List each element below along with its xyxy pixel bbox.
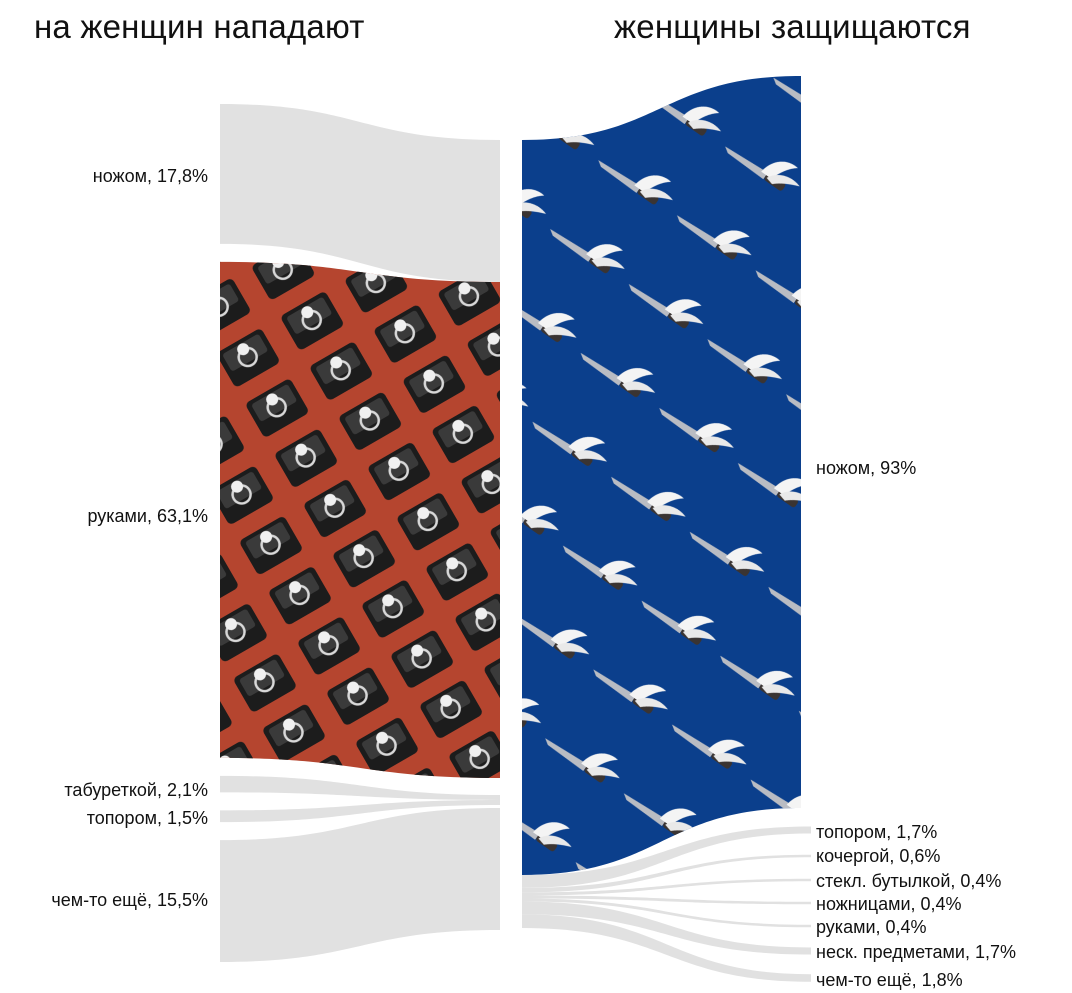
flow-left-other <box>220 808 500 962</box>
flow-right-3 <box>522 878 811 896</box>
right-label-poker: кочергой, 0,6% <box>816 846 941 866</box>
left-label-knife: ножом, 17,8% <box>92 166 208 186</box>
flow-right-1 <box>522 826 811 888</box>
right-label-axe: топором, 1,7% <box>816 822 938 842</box>
right-label-several: неск. предметами, 1,7% <box>816 942 1017 962</box>
right-label-other: чем-то ещё, 1,8% <box>816 970 963 990</box>
right-label-knife: ножом, 93% <box>816 458 917 478</box>
flow-right-5 <box>522 898 811 928</box>
right-label-scissors: ножницами, 0,4% <box>816 894 962 914</box>
left-label-axe: топором, 1,5% <box>86 808 208 828</box>
flow-right-2 <box>522 854 811 893</box>
flow-left-knife <box>220 104 500 282</box>
left-column-title: на женщин нападают <box>34 8 365 45</box>
left-label-stool: табуреткой, 2,1% <box>64 780 208 800</box>
flow-right-6 <box>522 901 811 955</box>
flow-right-7 <box>522 914 811 982</box>
flow-right-4 <box>522 895 811 905</box>
flow-right-knife <box>522 76 801 875</box>
left-label-hands: руками, 63,1% <box>87 506 208 526</box>
flow-left-axe <box>220 800 500 823</box>
right-label-hands: руками, 0,4% <box>816 917 927 937</box>
flow-left-stool <box>220 775 500 800</box>
flow-left-hands <box>220 261 500 779</box>
right-column-title: женщины защищаются <box>614 8 971 45</box>
right-label-bottle: стекл. бутылкой, 0,4% <box>816 871 1002 891</box>
left-label-other: чем-то ещё, 15,5% <box>51 890 208 910</box>
